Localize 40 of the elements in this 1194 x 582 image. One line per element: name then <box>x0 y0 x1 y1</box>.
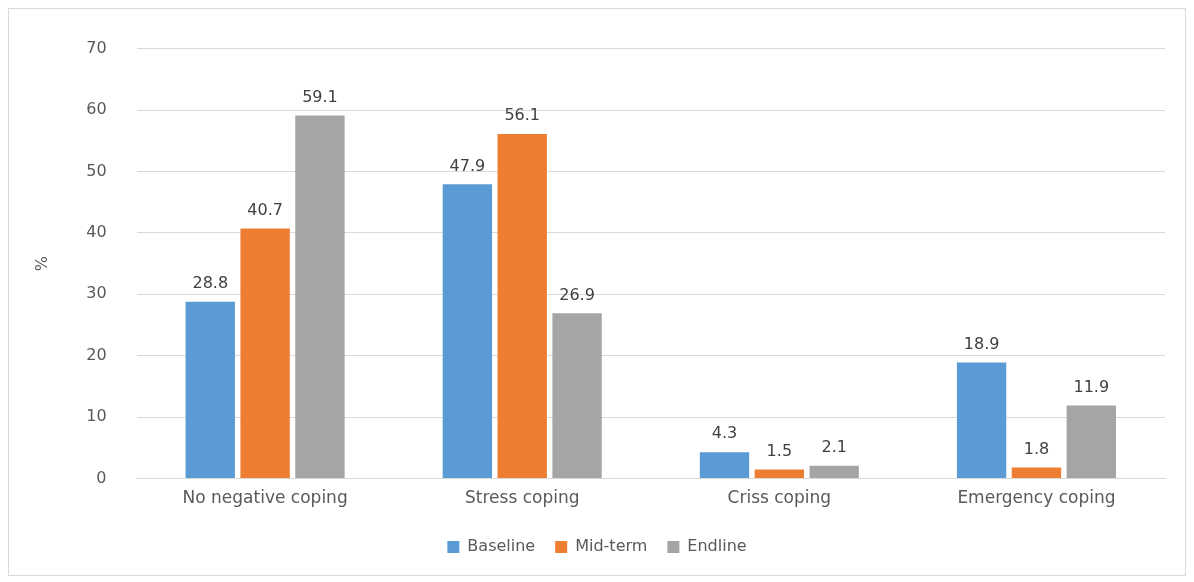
legend-label: Baseline <box>467 536 536 556</box>
y-tick-label: 10 <box>86 406 107 426</box>
y-tick-label: 20 <box>86 344 107 364</box>
y-tick-label: 60 <box>86 99 107 119</box>
data-label: 4.3 <box>711 423 738 443</box>
data-label: 18.9 <box>963 333 1000 353</box>
bar <box>497 133 547 479</box>
bar <box>699 452 750 479</box>
bar <box>295 115 345 479</box>
bar <box>552 313 602 479</box>
data-label: 1.8 <box>1023 438 1050 458</box>
data-label: 40.7 <box>247 199 283 219</box>
x-tick-label: Emergency coping <box>957 487 1116 508</box>
legend-label: Mid-term <box>575 536 648 556</box>
y-axis-title: % <box>31 256 51 272</box>
data-label: 1.5 <box>766 440 793 460</box>
data-label: 2.1 <box>821 436 847 456</box>
bar <box>240 228 290 479</box>
data-label: 47.9 <box>449 155 486 175</box>
data-label: 56.1 <box>504 105 541 125</box>
bar <box>1011 467 1062 479</box>
y-tick-label: 70 <box>86 37 107 57</box>
bar <box>1066 405 1116 479</box>
bar <box>185 301 235 479</box>
bar <box>442 184 493 479</box>
legend-label: Endline <box>687 536 747 556</box>
x-tick-label: Criss coping <box>727 487 832 508</box>
y-tick-label: 30 <box>86 283 107 303</box>
x-tick-label: Stress coping <box>464 487 580 508</box>
data-label: 11.9 <box>1073 376 1110 396</box>
y-tick-label: 50 <box>86 160 107 180</box>
data-label: 28.8 <box>192 272 229 292</box>
data-label: 26.9 <box>559 284 595 304</box>
data-label: 59.1 <box>302 86 338 106</box>
x-tick-label: No negative coping <box>182 487 348 508</box>
bar <box>809 465 859 479</box>
bar <box>956 362 1007 479</box>
bar <box>754 469 805 479</box>
y-tick-label: 40 <box>86 222 107 242</box>
y-tick-label: 0 <box>96 467 107 487</box>
